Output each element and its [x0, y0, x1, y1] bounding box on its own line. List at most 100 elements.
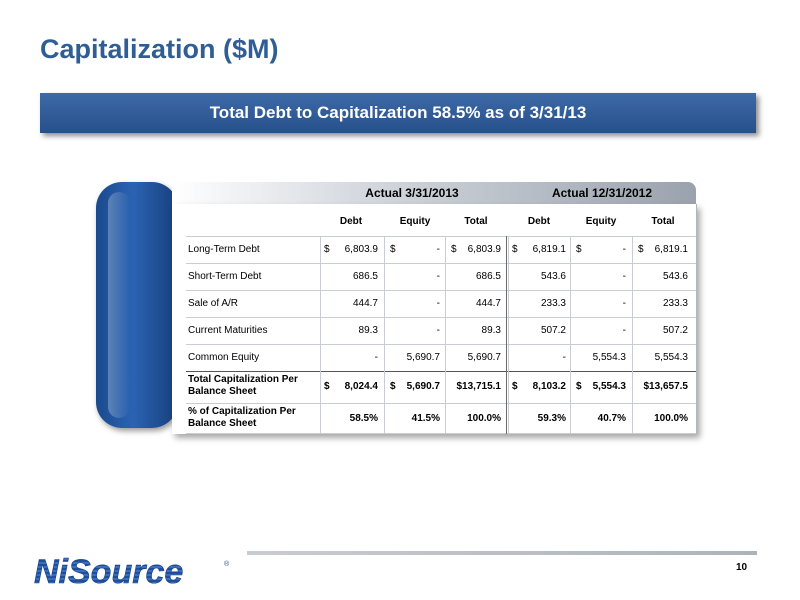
row-label: Long-Term Debt: [188, 244, 260, 255]
table-row: % of Capitalization Per Balance Sheet 58.…: [172, 403, 696, 434]
column-divider: [570, 236, 571, 434]
cell-value: 686.5: [352, 271, 378, 282]
column-divider: [320, 236, 321, 434]
column-divider: [384, 236, 385, 434]
cell-value: 507.2: [662, 325, 688, 336]
table-row: Total Capitalization Per Balance Sheet $8…: [172, 371, 696, 403]
cell-value: 507.2: [540, 325, 566, 336]
cell-value: 58.5%: [349, 413, 378, 424]
table-cell: 58.5%: [320, 403, 382, 434]
cell-value: 41.5%: [411, 413, 440, 424]
currency-symbol: $: [451, 244, 457, 255]
row-label: Total Capitalization Per Balance Sheet: [188, 374, 298, 397]
table-cell: $5,690.7: [386, 371, 444, 403]
table-row: Sale of A/R 444.7 - 444.7 233.3 - 233.3: [172, 290, 696, 317]
cell-value: 5,690.7: [406, 381, 440, 392]
row-divider: [186, 371, 696, 372]
table-cell: -: [386, 290, 444, 317]
row-divider: [186, 403, 696, 404]
row-divider: [186, 317, 696, 318]
cell-value: 5,554.3: [592, 381, 626, 392]
currency-symbol: $: [576, 381, 582, 392]
cell-value: -: [436, 298, 440, 309]
column-divider: [508, 236, 509, 434]
table-cell: 507.2: [634, 317, 692, 344]
row-divider: [186, 344, 696, 345]
nisource-logo: NiSource ®: [34, 552, 234, 597]
column-divider: [445, 236, 446, 434]
table-cell: 41.5%: [386, 403, 444, 434]
table-row: Long-Term Debt $6,803.9 $ - $6,803.9 $6,819.1…: [172, 236, 696, 263]
table-row: Common Equity - 5,690.7 5,690.7 - 5,554.3 5,55…: [172, 344, 696, 371]
table-cell: 444.7: [447, 290, 505, 317]
row-divider: [186, 263, 696, 264]
table-row: Short-Term Debt 686.5 - 686.5 543.6 - 543.6: [172, 263, 696, 290]
svg-text:®: ®: [224, 560, 230, 568]
table-cell: 5,690.7: [447, 344, 505, 371]
table-cell: 100.0%: [634, 403, 692, 434]
cell-value: -: [436, 325, 440, 336]
table-cell: $8,024.4: [320, 371, 382, 403]
svg-text:NiSource: NiSource: [34, 553, 183, 591]
cell-value: 100.0%: [654, 413, 688, 424]
cell-value: 5,690.7: [467, 352, 501, 363]
capitalization-table: Debt Equity Total Debt Equity Total Long-Term…: [172, 204, 697, 434]
cell-value: 543.6: [662, 271, 688, 282]
cell-value: 5,554.3: [592, 352, 626, 363]
table-cell: $13,715.1: [447, 371, 505, 403]
column-header: Total: [464, 216, 488, 227]
cell-value: 444.7: [475, 298, 501, 309]
cell-value: 8,024.4: [344, 381, 378, 392]
cell-value: 6,803.9: [344, 244, 378, 255]
column-header: Equity: [399, 216, 431, 227]
currency-symbol: $: [324, 244, 330, 255]
column-divider: [632, 236, 633, 434]
cell-value: 5,690.7: [406, 352, 440, 363]
table-cell: $ -: [572, 236, 630, 263]
page-number: 10: [736, 562, 748, 573]
column-header: Debt: [339, 216, 363, 227]
table-cell: -: [320, 344, 382, 371]
table-cell: 444.7: [320, 290, 382, 317]
cell-value: -: [622, 244, 626, 255]
decorative-side-tab-shine: [108, 192, 130, 418]
cell-value: 59.3%: [537, 413, 566, 424]
table-cell: 5,554.3: [634, 344, 692, 371]
table-cell: -: [386, 317, 444, 344]
cell-value: -: [622, 271, 626, 282]
cell-value: 686.5: [475, 271, 501, 282]
cell-value: 89.3: [358, 325, 378, 336]
table-cell: -: [572, 263, 630, 290]
currency-symbol: $: [390, 244, 396, 255]
cell-value: -: [436, 244, 440, 255]
cell-value: 5,554.3: [654, 352, 688, 363]
table-cell: 233.3: [508, 290, 570, 317]
table-cell: $5,554.3: [572, 371, 630, 403]
table-cell: 5,690.7: [386, 344, 444, 371]
row-divider: [186, 290, 696, 291]
currency-symbol: $: [324, 381, 330, 392]
cell-value: 6,819.1: [654, 244, 688, 255]
table-cell: 233.3: [634, 290, 692, 317]
decorative-side-tab: [96, 182, 178, 428]
row-label: % of Capitalization Per Balance Sheet: [188, 406, 296, 429]
cell-value: -: [622, 298, 626, 309]
table-cell: -: [508, 344, 570, 371]
cell-value: -: [622, 325, 626, 336]
period-header-bar: Actual 3/31/2013 Actual 12/31/2012: [172, 182, 696, 204]
table-cell: $ -: [386, 236, 444, 263]
table-cell: 100.0%: [447, 403, 505, 434]
cell-value: 89.3: [481, 325, 501, 336]
currency-symbol: $: [512, 381, 518, 392]
table-cell: 89.3: [447, 317, 505, 344]
table-cell: -: [572, 317, 630, 344]
table-cell: $8,103.2: [508, 371, 570, 403]
cell-value: 8,103.2: [532, 381, 566, 392]
cell-value: $13,657.5: [643, 381, 689, 392]
cell-value: 40.7%: [597, 413, 626, 424]
column-header: Debt: [527, 216, 551, 227]
cell-value: 100.0%: [467, 413, 501, 424]
cell-value: 444.7: [352, 298, 378, 309]
column-divider: [506, 236, 507, 434]
cell-value: -: [436, 271, 440, 282]
